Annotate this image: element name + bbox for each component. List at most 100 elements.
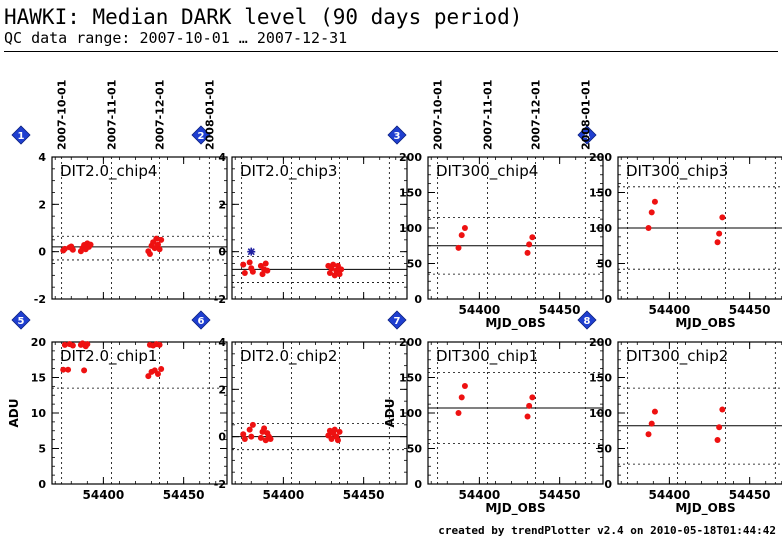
chart-panel-2: -2 0 2 4 DIT2.0_chip3 2 <box>191 125 408 306</box>
panel-label: DIT300_chip4 <box>436 162 538 181</box>
x-tick-label: 54400 <box>459 488 501 502</box>
data-point <box>267 436 274 443</box>
badge-diamond-icon <box>387 125 407 145</box>
footer-credit: created by trendPlotter v2.4 on 2010-05-… <box>438 524 776 537</box>
y-tick-label: 100 <box>399 222 422 235</box>
x-tick-label: 54400 <box>459 303 501 317</box>
data-point <box>651 198 658 205</box>
badge-number: 5 <box>18 316 25 327</box>
data-point <box>714 436 721 443</box>
data-point <box>156 341 163 348</box>
data-point <box>334 437 341 444</box>
y-tick-label: 50 <box>407 443 423 456</box>
badge-diamond-icon <box>191 310 211 330</box>
x-axis-label: MJD_OBS <box>485 316 545 331</box>
badge-diamond-icon <box>577 125 597 145</box>
x-tick-label: 54450 <box>539 488 581 502</box>
data-point <box>145 373 152 380</box>
y-tick-label: 150 <box>399 372 422 385</box>
x-tick-label: 54400 <box>649 303 691 317</box>
data-point <box>241 269 248 276</box>
data-point <box>651 408 658 415</box>
data-point <box>529 234 536 241</box>
y-tick-label: 200 <box>589 151 612 164</box>
panel-label: DIT2.0_chip4 <box>60 162 157 181</box>
x-tick-label: 54400 <box>649 488 691 502</box>
y-tick-label: 4 <box>218 151 226 164</box>
data-point <box>261 425 268 432</box>
page-subtitle: QC data range: 2007-10-01 … 2007-12-31 <box>4 29 348 47</box>
x-tick-label: 54450 <box>729 488 771 502</box>
data-point <box>249 268 256 275</box>
y-tick-label: 150 <box>589 187 612 200</box>
y-tick-label: 15 <box>31 372 46 385</box>
y-tick-label: 100 <box>589 407 612 420</box>
data-point <box>246 259 253 266</box>
data-point <box>87 241 94 248</box>
data-point <box>248 433 255 440</box>
data-point <box>61 341 68 348</box>
data-point <box>338 266 345 273</box>
badge-diamond-icon <box>577 310 597 330</box>
data-point <box>240 431 247 438</box>
top-date-label: 2007-11-01 <box>481 80 494 150</box>
top-date-label: 2007-12-01 <box>154 80 167 150</box>
data-point <box>648 209 655 216</box>
data-point <box>154 370 161 377</box>
x-tick-label: 54400 <box>83 488 125 502</box>
data-point <box>719 214 726 221</box>
data-point <box>262 260 269 267</box>
data-point <box>648 420 655 427</box>
data-point <box>716 424 723 431</box>
flagged-point <box>247 247 256 256</box>
chart-panel-6: -2 0 2 4 54400 54450 DIT2.0_chip2 6 <box>191 310 408 502</box>
chart-panel-1: -2 0 2 4 DIT2.0_chip4 1 <box>11 125 228 306</box>
data-point <box>153 235 160 242</box>
data-point <box>529 394 536 401</box>
data-point <box>65 366 72 373</box>
data-point <box>158 236 165 243</box>
panel-label: DIT300_chip3 <box>626 162 728 181</box>
data-point <box>249 421 256 428</box>
y-tick-label: 0 <box>414 478 422 491</box>
data-point <box>526 402 533 409</box>
badge-number: 1 <box>18 131 25 142</box>
data-point <box>716 230 723 237</box>
badge-number: 2 <box>198 131 205 142</box>
data-point <box>331 272 338 279</box>
data-point <box>336 271 343 278</box>
panel-label: DIT300_chip2 <box>626 347 728 366</box>
badge-diamond-icon <box>387 310 407 330</box>
data-point <box>524 413 531 420</box>
y-tick-label: 2 <box>218 198 226 211</box>
y-tick-label: 0 <box>604 293 612 306</box>
y-tick-label: 20 <box>31 336 47 349</box>
y-axis-label: ADU <box>383 399 397 428</box>
top-date-label: 2007-10-01 <box>56 80 69 150</box>
badge-number: 6 <box>198 316 205 327</box>
data-point <box>154 241 161 248</box>
data-point <box>328 436 335 443</box>
badge-diamond-icon <box>191 125 211 145</box>
data-point <box>61 245 68 252</box>
y-tick-label: 100 <box>399 407 422 420</box>
data-point <box>458 394 465 401</box>
data-point <box>645 431 652 438</box>
data-point <box>331 426 338 433</box>
data-point <box>259 271 266 278</box>
y-tick-label: 10 <box>31 407 47 420</box>
top-date-label: 2008-01-01 <box>579 80 592 150</box>
x-tick-label: 54450 <box>729 303 771 317</box>
data-point <box>719 406 726 413</box>
y-tick-label: 50 <box>407 258 423 271</box>
data-point <box>461 225 468 231</box>
badge-number: 3 <box>394 131 401 142</box>
badge-diamond-icon <box>11 125 31 145</box>
panel-label: DIT300_chip1 <box>436 347 538 366</box>
panel-label: DIT2.0_chip3 <box>240 162 337 181</box>
data-point <box>326 269 333 276</box>
y-tick-label: 4 <box>38 151 46 164</box>
y-tick-label: 0 <box>38 478 46 491</box>
